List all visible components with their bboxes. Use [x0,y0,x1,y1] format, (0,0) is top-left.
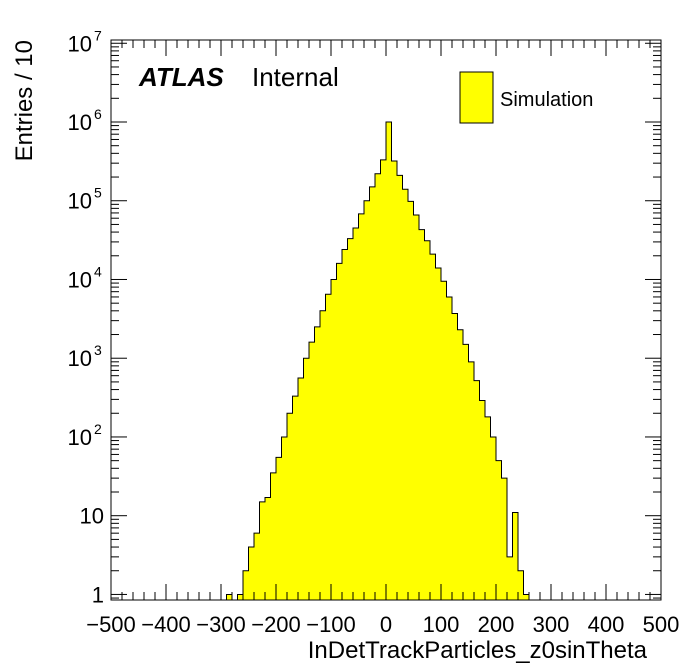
histogram-bar [408,201,414,600]
y-tick-label: 10 [68,346,92,371]
histogram-bar [336,263,342,600]
histogram-bar [501,478,507,600]
y-tick-exponent: 2 [94,421,102,437]
histogram-bar [358,213,364,600]
x-tick-label: −500 [86,612,136,637]
histogram-bar [353,228,359,601]
y-tick-label: 10 [68,31,92,56]
histogram-bar [342,249,348,601]
histogram-bar [369,186,375,600]
histogram-bar [237,594,243,600]
x-tick-label: 0 [380,612,392,637]
x-tick-label: −100 [306,612,356,637]
x-tick-label: −400 [141,612,191,637]
histogram-bar [298,378,304,600]
histogram-bar [287,413,293,600]
x-tick-labels: −500 −400 −300 −200 −100 0 100 200 300 400 500 [86,612,679,637]
atlas-label: ATLAS [138,62,224,92]
histogram-bar [265,497,271,600]
x-tick-label: −200 [251,612,301,637]
histogram-bar [446,296,452,600]
y-tick-exponent: 7 [94,27,102,43]
histogram-bar [254,533,260,600]
y-tick-label: 10 [68,110,92,135]
histogram-bar [523,594,529,600]
histogram-bar [331,279,337,600]
histogram-bar [325,294,331,600]
y-tick-label: 10 [68,425,92,450]
y-tick-exponent: 5 [94,185,102,201]
x-axis-title: InDetTrackParticles_z0sinTheta [308,637,648,664]
histogram-bars [226,122,529,601]
histogram-bar [314,326,320,600]
histogram-bar [485,416,491,600]
histogram-bar [490,436,496,600]
histogram-bar [413,214,419,600]
histogram-bar [424,240,430,601]
y-tick-label: 1 [92,582,104,607]
histogram-bar [507,556,513,600]
histogram-bar [397,175,403,600]
y-tick-exponent: 6 [94,106,102,122]
y-tick-exponent: 3 [94,342,102,358]
histogram-bar [474,380,480,600]
histogram-bar [281,436,287,600]
histogram-bar [391,160,397,600]
histogram-bar [276,457,282,600]
histogram-bar [512,512,518,600]
x-tick-label: 500 [643,612,680,637]
histogram-bar [457,329,463,600]
histogram-bar [303,358,309,600]
histogram-bar [248,547,254,600]
histogram-bar [435,267,441,600]
histogram-bar [270,472,276,600]
histogram-bar [518,570,524,600]
y-axis-title: Entries / 10 [11,40,38,161]
x-tick-label: 100 [423,612,460,637]
histogram-bar [463,344,469,600]
y-tick-label: 10 [80,504,104,529]
axis-ticks [110,40,662,600]
histogram-bar [320,310,326,600]
histogram-bar [386,122,392,600]
x-tick-label: 200 [478,612,515,637]
y-tick-label: 10 [68,189,92,214]
histogram-bar [430,254,436,601]
histogram-bar [479,400,485,600]
histogram-bar [452,313,458,600]
histogram-bar [292,396,298,600]
histogram-bar [402,189,408,601]
legend-label: Simulation [500,89,593,111]
x-tick-label: 400 [588,612,625,637]
histogram-bar [441,281,447,600]
histogram-bar [243,570,249,600]
histogram-bar [259,501,265,600]
legend-swatch [459,71,494,124]
y-tick-label: 10 [68,267,92,292]
x-tick-label: 300 [533,612,570,637]
y-tick-exponent: 4 [94,263,102,279]
histogram-bar [496,460,502,600]
histogram-bar [468,361,474,600]
histogram-bar [375,173,381,600]
histogram-bar [419,229,425,600]
internal-label: Internal [252,62,339,92]
histogram-bar [380,159,386,600]
plot-frame [110,39,662,601]
histogram-bar [364,200,370,601]
histogram-bar [347,238,353,600]
histogram-bar [309,342,315,600]
histogram-bar [226,594,232,600]
x-tick-label: −300 [196,612,246,637]
